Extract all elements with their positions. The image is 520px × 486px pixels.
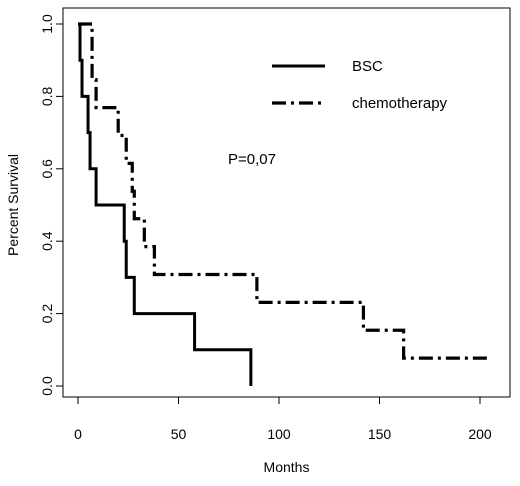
series-line-bsc — [78, 22, 253, 386]
y-tick-label: 0.8 — [39, 86, 55, 106]
x-tick-label: 50 — [171, 426, 187, 442]
x-axis-ticks: 0 50 100 150 200 — [74, 397, 492, 442]
plot-area-frame — [62, 7, 511, 398]
legend-label-chemotherapy: chemotherapy — [352, 95, 448, 112]
x-tick-label: 0 — [74, 426, 82, 442]
series-layer — [78, 22, 489, 386]
y-tick-label: 0.2 — [39, 304, 55, 324]
x-tick-label: 200 — [468, 426, 492, 442]
x-axis-title: Months — [264, 459, 310, 475]
x-tick-label: 150 — [368, 426, 392, 442]
y-tick-label: 1.0 — [39, 14, 55, 34]
y-axis-ticks: 0.0 0.2 0.4 0.6 0.8 1.0 — [39, 14, 63, 396]
series-line-chemotherapy — [78, 22, 489, 360]
legend: BSC chemotherapy — [272, 58, 448, 112]
p-value-annotation: P=0,07 — [228, 151, 276, 168]
y-tick-label: 0.4 — [39, 231, 55, 251]
legend-label-bsc: BSC — [352, 58, 383, 75]
x-tick-label: 100 — [267, 426, 291, 442]
y-tick-label: 0.6 — [39, 159, 55, 179]
y-tick-label: 0.0 — [39, 376, 55, 396]
y-axis-title: Percent Survival — [5, 154, 21, 256]
